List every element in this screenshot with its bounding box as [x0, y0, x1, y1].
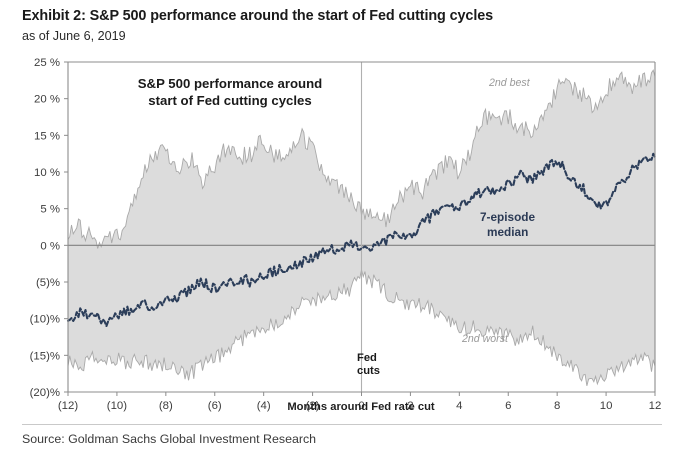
x-tick-label: (12): [58, 400, 78, 412]
y-tick-label: (15)%: [30, 350, 60, 362]
page-subtitle: as of June 6, 2019: [22, 28, 126, 43]
page-title: Exhibit 2: S&P 500 performance around th…: [22, 8, 494, 24]
x-tick-label: 12: [649, 400, 662, 412]
x-axis-title: Months around Fed rate cut: [287, 401, 435, 413]
x-tick-label: (10): [107, 400, 127, 412]
header: Exhibit 2: S&P 500 performance around th…: [22, 8, 672, 43]
y-tick-label: 25 %: [34, 57, 60, 69]
x-tick-label: (4): [257, 400, 271, 412]
x-tick-label: (2): [306, 400, 320, 412]
x-tick-label: 8: [554, 400, 560, 412]
inchart-title-line2: start of Fed cutting cycles: [148, 93, 311, 108]
x-tick-label: 4: [456, 400, 462, 412]
fed-cuts-label-line2: cuts: [357, 365, 380, 377]
source-note: Source: Goldman Sachs Global Investment …: [22, 432, 317, 446]
y-tick-label: 15 %: [34, 130, 60, 142]
y-tick-label: 20 %: [34, 94, 60, 106]
fed-cuts-label-line1: Fed: [357, 352, 377, 364]
band-upper-label: 2nd best: [488, 77, 531, 89]
y-tick-label: 10 %: [34, 167, 60, 179]
footer-divider: [22, 424, 662, 425]
x-tick-label: 0: [358, 400, 364, 412]
y-tick-label: 0 %: [40, 240, 60, 252]
median-label-line1: 7-episode: [480, 210, 536, 224]
band-lower-label: 2nd worst: [461, 333, 509, 345]
median-line: [66, 152, 657, 328]
x-axis-ticks: (12) (10) (8) (6) (4) (2) 0 2 4 6 8 10 12: [58, 392, 661, 412]
chart-container: 25 % 20 % 15 % 10 % 5 % 0 % (5)% (10)% (15)% (20)…: [0, 52, 684, 420]
x-tick-label: (6): [208, 400, 222, 412]
y-tick-label: (20)%: [30, 387, 60, 399]
y-tick-label: 5 %: [40, 204, 60, 216]
median-label-line2: median: [487, 225, 528, 239]
x-tick-label: (8): [159, 400, 173, 412]
y-tick-label: (10)%: [30, 314, 60, 326]
inchart-title-line1: S&P 500 performance around: [138, 76, 322, 91]
y-tick-label: (5)%: [36, 277, 60, 289]
performance-band-chart: 25 % 20 % 15 % 10 % 5 % 0 % (5)% (10)% (15)% (20)…: [30, 57, 662, 413]
x-tick-label: 10: [600, 400, 613, 412]
x-tick-label: 2: [407, 400, 413, 412]
x-tick-label: 6: [505, 400, 511, 412]
y-axis-ticks: 25 % 20 % 15 % 10 % 5 % 0 % (5)% (10)% (15)% (20)…: [30, 57, 68, 399]
